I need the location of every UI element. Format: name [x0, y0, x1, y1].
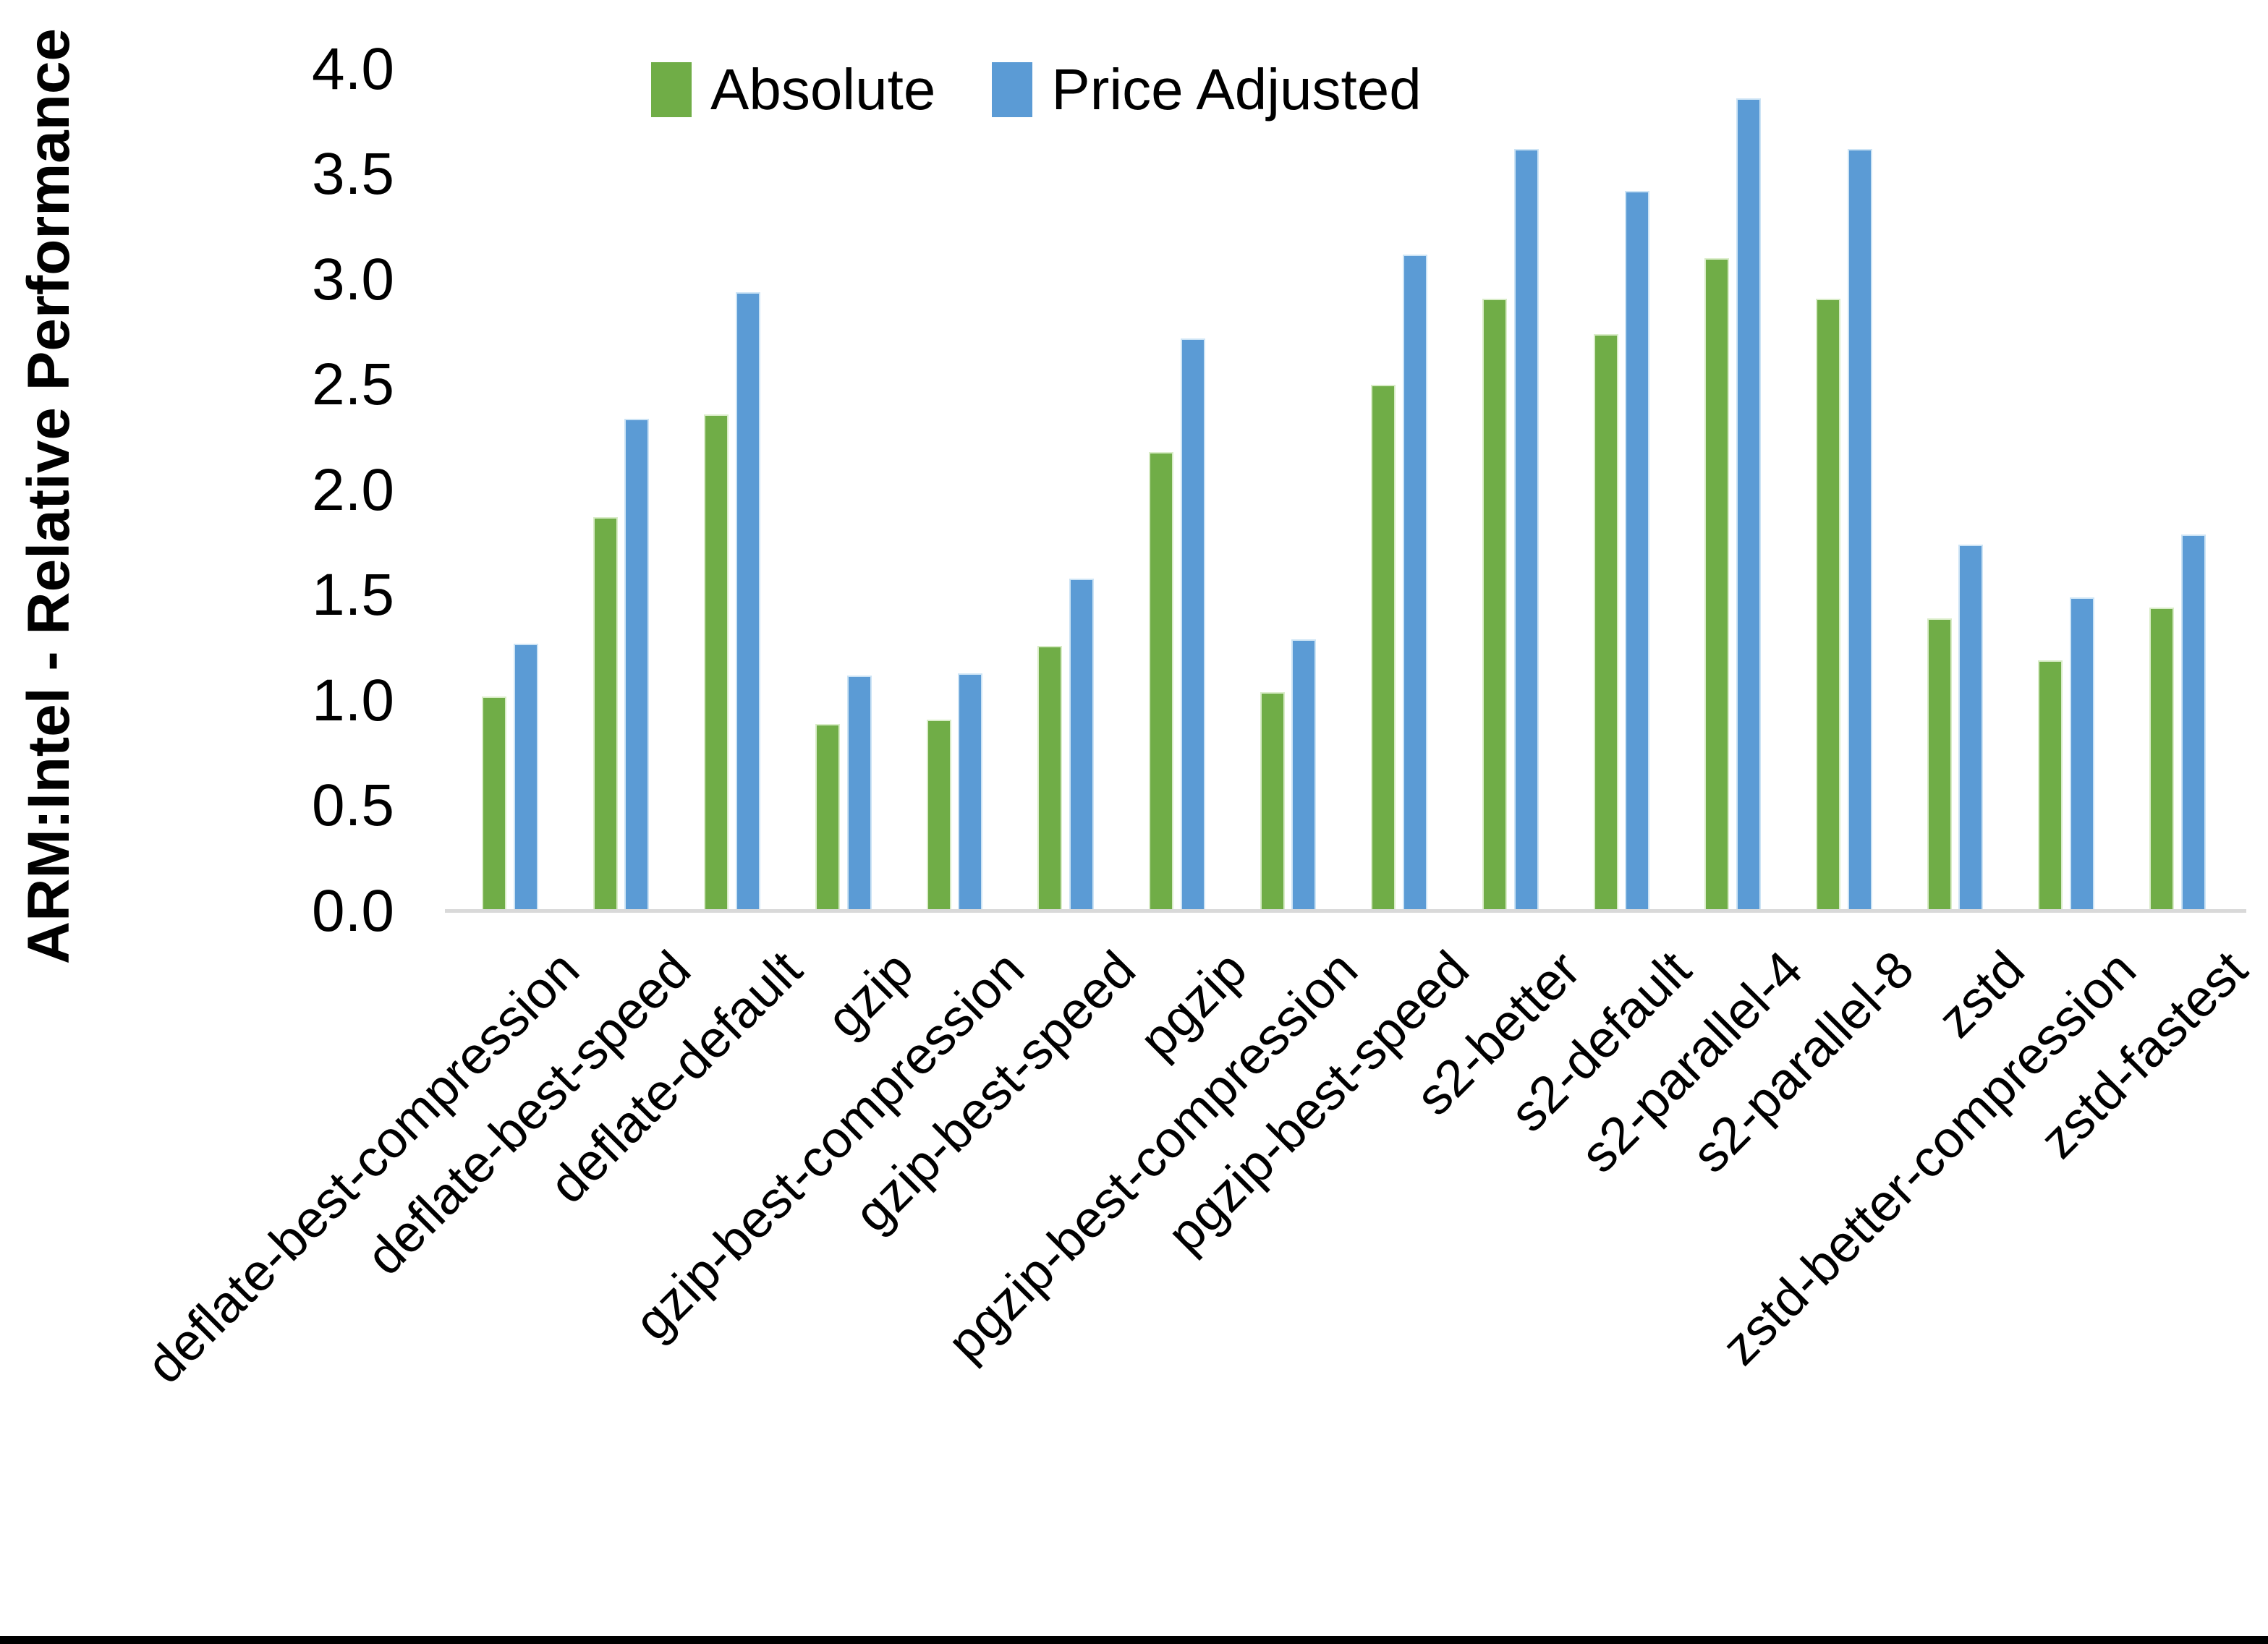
- bar-absolute-s2-parallel-4: [1704, 258, 1730, 911]
- bar-price-adjusted-s2-default: [1625, 191, 1650, 911]
- y-tick-label-3.0: 3.0: [312, 246, 394, 312]
- bar-price-adjusted-zstd-better-compression: [2069, 597, 2094, 911]
- y-tick-label-3.5: 3.5: [312, 141, 394, 207]
- bar-price-adjusted-gzip: [846, 675, 872, 911]
- bar-absolute-zstd-better-compression: [2038, 660, 2063, 911]
- bar-absolute-pgzip-best-speed: [1371, 385, 1396, 911]
- bar-price-adjusted-deflate-best-speed: [624, 418, 650, 911]
- bar-price-adjusted-pgzip: [1180, 338, 1205, 911]
- bar-absolute-gzip-best-compression: [926, 719, 951, 911]
- bar-price-adjusted-gzip-best-speed: [1069, 578, 1094, 911]
- legend-label-price-adjusted: Price Adjusted: [1051, 57, 1422, 122]
- bar-price-adjusted-pgzip-best-speed: [1402, 254, 1427, 911]
- x-axis-line: [445, 909, 2246, 913]
- x-category-label-deflate-best-compression: deflate-best-compression: [136, 940, 591, 1395]
- legend-label-absolute: Absolute: [710, 57, 936, 122]
- bar-absolute-zstd-fastest: [2149, 608, 2175, 911]
- bar-absolute-gzip: [815, 723, 840, 911]
- y-tick-label-4.0: 4.0: [312, 35, 394, 102]
- bar-price-adjusted-zstd-fastest: [2180, 534, 2206, 911]
- y-tick-label-0.5: 0.5: [312, 772, 394, 838]
- bar-price-adjusted-s2-parallel-4: [1736, 98, 1761, 911]
- y-tick-label-1.0: 1.0: [312, 667, 394, 733]
- bar-absolute-pgzip: [1149, 452, 1174, 911]
- bar-absolute-s2-better: [1482, 298, 1508, 911]
- y-tick-label-2.5: 2.5: [312, 352, 394, 417]
- bar-price-adjusted-s2-better: [1513, 149, 1539, 911]
- y-tick-label-0.0: 0.0: [312, 877, 394, 944]
- y-axis-title: ARM:Intel - Relative Performance: [16, 27, 82, 965]
- bar-absolute-deflate-best-speed: [593, 517, 618, 911]
- legend-swatch-price-adjusted-icon: [992, 62, 1033, 117]
- bar-absolute-s2-parallel-8: [1816, 298, 1841, 911]
- bar-price-adjusted-pgzip-best-compression: [1291, 639, 1317, 911]
- bar-absolute-s2-default: [1593, 334, 1618, 911]
- bottom-border: [0, 1636, 2268, 1644]
- bar-price-adjusted-gzip-best-compression: [958, 673, 983, 911]
- bar-price-adjusted-zstd: [1958, 545, 1984, 911]
- y-tick-label-2.0: 2.0: [312, 456, 394, 523]
- bar-absolute-gzip-best-speed: [1037, 645, 1063, 911]
- bar-absolute-deflate-default: [704, 414, 729, 911]
- bar-price-adjusted-deflate-default: [735, 291, 760, 911]
- y-tick-label-1.5: 1.5: [312, 562, 394, 628]
- bar-absolute-deflate-best-compression: [482, 696, 506, 911]
- bar-absolute-zstd: [1927, 618, 1952, 911]
- bar-price-adjusted-s2-parallel-8: [1847, 149, 1872, 911]
- legend-swatch-absolute-icon: [651, 62, 692, 117]
- bar-absolute-pgzip-best-compression: [1260, 691, 1285, 911]
- legend: Absolute Price Adjusted: [651, 55, 1422, 124]
- bar-price-adjusted-deflate-best-compression: [513, 643, 538, 911]
